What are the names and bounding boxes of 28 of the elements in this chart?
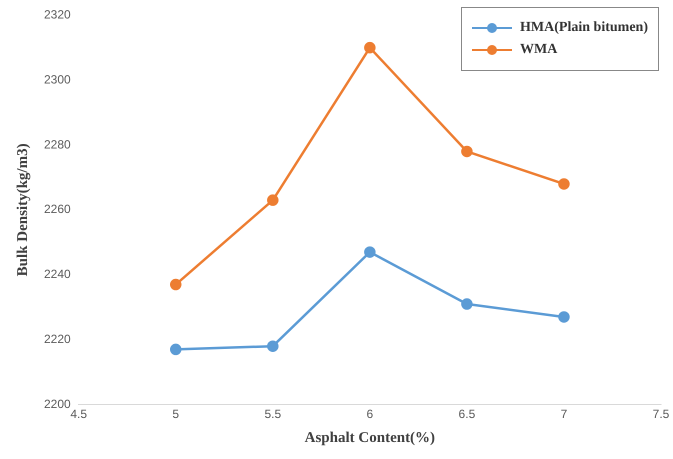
point — [267, 194, 279, 206]
x-tick-label: 7.5 — [652, 407, 670, 422]
y-tick-label: 2260 — [44, 202, 72, 216]
point — [461, 298, 473, 310]
x-tick-label: 6 — [366, 407, 374, 422]
point — [267, 340, 279, 352]
y-axis-title: Bulk Density(kg/m3) — [14, 143, 31, 276]
point — [364, 42, 376, 54]
y-tick-label: 2240 — [44, 267, 72, 282]
y-tick-label: 2300 — [44, 72, 72, 86]
point — [461, 146, 473, 158]
point — [558, 178, 570, 190]
point — [364, 246, 376, 258]
x-tick-label: 7 — [560, 407, 568, 422]
x-tick-label: 5.5 — [264, 407, 282, 422]
x-tick-label: 4.5 — [70, 407, 88, 422]
point — [558, 311, 570, 323]
x-axis-title: Asphalt Content(%) — [304, 430, 436, 446]
legend-label: HMA(Plain bitumen) — [520, 20, 648, 36]
y-tick-label: 2200 — [44, 396, 72, 411]
y-tick-label: 2220 — [44, 332, 72, 346]
y-tick-label: 2280 — [44, 137, 72, 152]
x-tick-label: 6.5 — [458, 407, 476, 422]
y-tick-label: 2320 — [44, 8, 72, 22]
x-tick-label: 5 — [172, 407, 180, 422]
legend-label: WMA — [520, 42, 558, 58]
point — [170, 278, 182, 290]
point — [170, 344, 182, 356]
